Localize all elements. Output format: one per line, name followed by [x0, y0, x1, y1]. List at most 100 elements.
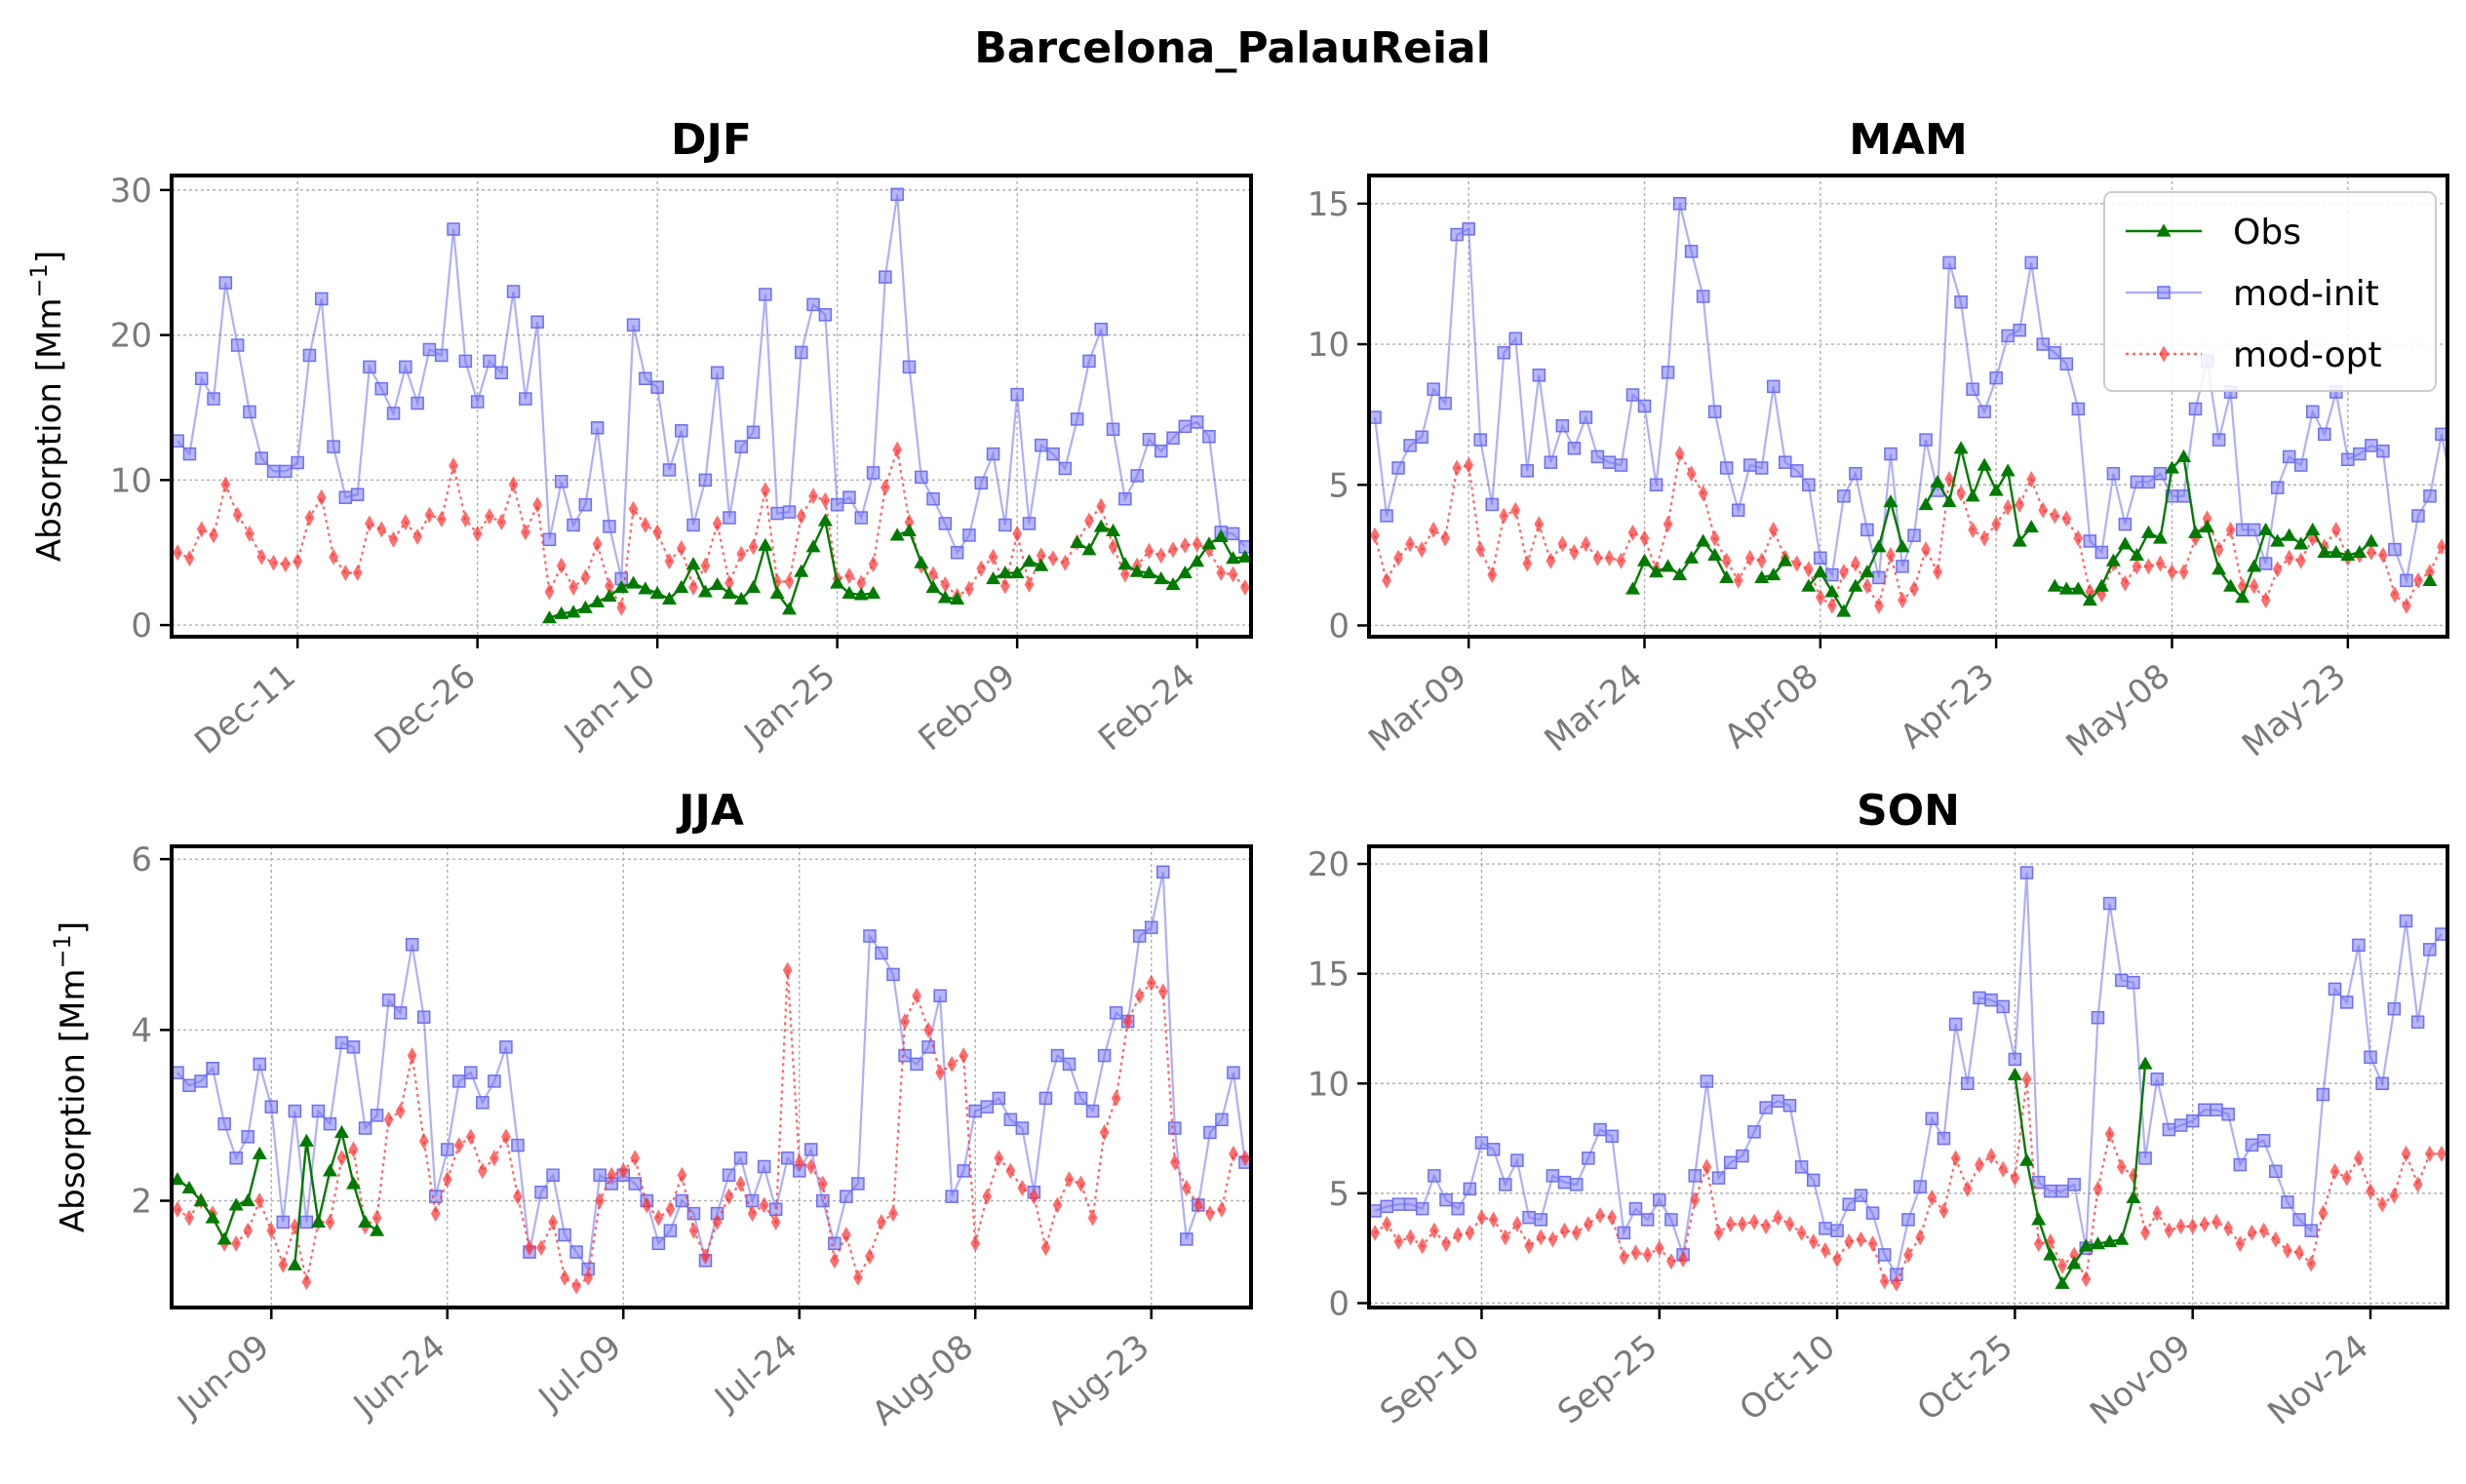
point-mod-opt [676, 539, 686, 557]
point-mod-init [2316, 1087, 2330, 1102]
point-mod-opt [1499, 507, 1509, 525]
point-mod-init [1759, 1101, 1773, 1114]
point-mod-init [782, 505, 797, 519]
point-mod-init [2188, 402, 2203, 416]
point-mod-init [2353, 447, 2367, 461]
point-mod-opt [592, 535, 603, 553]
point-mod-init [381, 993, 396, 1007]
point-obs [2043, 1247, 2058, 1261]
point-mod-opt [1084, 512, 1094, 529]
point-mod-opt [266, 1222, 277, 1239]
point-obs [2129, 547, 2144, 561]
legend-marker-square-icon [2157, 286, 2171, 299]
point-obs [541, 610, 557, 624]
point-mod-init [910, 1057, 923, 1072]
point-mod-init [698, 473, 713, 488]
point-mod-init [2210, 1103, 2223, 1117]
point-mod-init [182, 447, 197, 461]
point-mod-opt [712, 1213, 723, 1230]
point-mod-opt [2223, 1220, 2234, 1237]
point-obs [2212, 562, 2227, 575]
point-mod-init [593, 1168, 607, 1182]
point-mod-init [1415, 430, 1429, 444]
point-mod-opt [1040, 1239, 1051, 1257]
point-mod-init [1085, 1104, 1100, 1118]
point-obs [781, 602, 797, 615]
point-mod-opt [784, 573, 795, 590]
point-mod-init [1723, 1155, 1738, 1170]
point-mod-opt [2199, 1215, 2210, 1232]
point-mod-opt [424, 506, 435, 524]
point-mod-opt [1144, 542, 1155, 560]
point-mod-init [998, 518, 1012, 532]
point-mod-opt [2073, 529, 2084, 547]
point-mod-init [806, 297, 820, 312]
point-obs [2007, 1067, 2022, 1080]
point-obs [1226, 551, 1241, 565]
point-mod-opt [485, 508, 494, 525]
x-tick-label: Mar-24 [1538, 656, 1651, 760]
panel-jja: JJA 2 4 6 Jun-09 Jun-24 Jul-09 Jul-24 Aug-08 Aug-… [49, 786, 1253, 1433]
point-mod-opt [1744, 549, 1755, 566]
point-mod-init [182, 1078, 196, 1093]
point-mod-opt [2366, 1183, 2375, 1200]
point-mod-init [974, 476, 988, 490]
point-mod-init [842, 490, 856, 504]
point-obs [1624, 581, 1640, 595]
point-mod-opt [2412, 1176, 2423, 1193]
point-mod-opt [2270, 1230, 2281, 1248]
point-mod-opt [1654, 1239, 1664, 1257]
point-mod-init [915, 470, 928, 485]
point-mod-opt [2033, 1235, 2044, 1253]
point-mod-opt [2120, 574, 2131, 592]
point-mod-opt [772, 573, 783, 590]
point-obs [1237, 549, 1251, 563]
point-mod-opt [1169, 1153, 1180, 1171]
plot-frame [1367, 174, 2449, 639]
point-mod-opt [1465, 1224, 1475, 1241]
point-mod-init [1156, 865, 1170, 879]
point-mod-opt [1534, 516, 1545, 533]
point-mod-opt [1393, 549, 1403, 566]
point-mod-init [2153, 466, 2168, 481]
point-mod-init [1050, 1048, 1065, 1063]
figure-title: Barcelona_PalauReial [974, 23, 1491, 73]
point-obs [1977, 457, 1992, 471]
point-mod-opt [616, 599, 627, 616]
point-mod-opt [580, 568, 591, 586]
point-mod-opt [436, 511, 447, 527]
point-mod-opt [1559, 1222, 1570, 1239]
panel-djf: DJF 0 10 20 30 Dec-11 Dec-26 Jan-10 Jan-25 Feb-09… [25, 115, 1253, 762]
point-mod-opt [1487, 566, 1498, 583]
point-mod-opt [2249, 577, 2259, 595]
point-mod-opt [1874, 597, 1884, 614]
point-mod-opt [935, 1064, 946, 1081]
point-mod-opt [630, 1150, 641, 1167]
point-mod-opt [365, 515, 374, 532]
point-mod-opt [888, 1205, 898, 1223]
point-mod-init [1989, 371, 2003, 385]
point-mod-init [1380, 1199, 1393, 1214]
point-mod-opt [1524, 1237, 1534, 1255]
point-mod-opt [196, 521, 207, 538]
point-mod-opt [525, 1239, 534, 1257]
point-obs [1754, 569, 1770, 584]
point-mod-opt [2413, 571, 2423, 589]
point-mod-opt [1867, 1235, 1878, 1253]
point-mod-opt [652, 524, 663, 541]
point-mod-opt [2377, 1195, 2388, 1213]
x-tick-label: Apr-08 [1717, 656, 1826, 757]
x-tick-label: Aug-08 [865, 1327, 981, 1433]
point-obs [866, 585, 881, 600]
point-obs [733, 591, 749, 605]
point-mod-opt [1725, 1215, 1736, 1232]
point-mod-opt [1862, 577, 1872, 595]
point-mod-init [2127, 975, 2140, 990]
point-mod-init [569, 1245, 583, 1259]
point-mod-opt [1784, 1215, 1795, 1232]
point-mod-opt [1569, 544, 1580, 561]
y-tick-label: 4 [131, 1011, 152, 1050]
point-obs [1918, 496, 1934, 511]
point-obs [1696, 533, 1711, 547]
point-mod-init [534, 1186, 548, 1199]
